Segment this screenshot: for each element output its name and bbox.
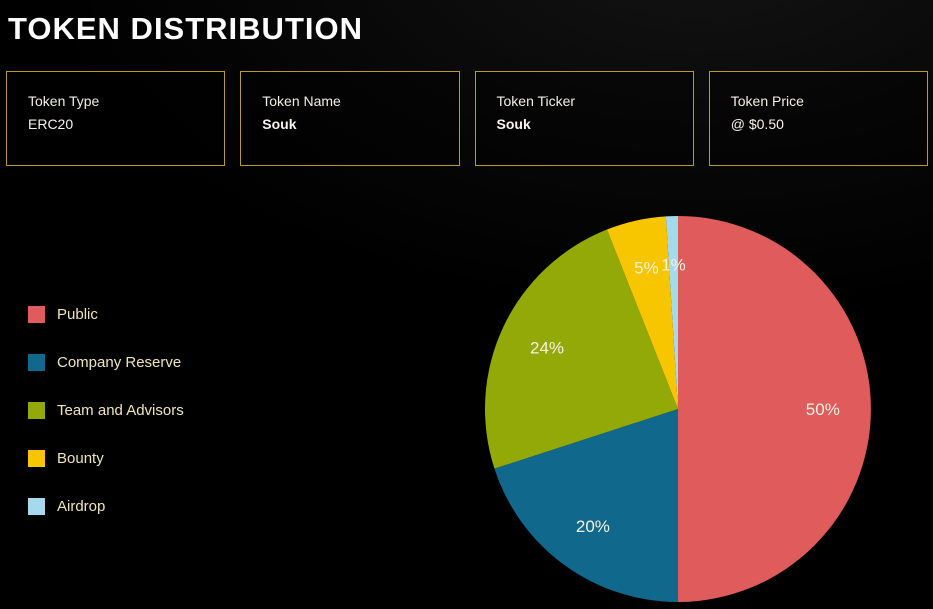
token-price-label: Token Price: [730, 93, 804, 109]
legend-item-bounty: Bounty: [28, 434, 184, 482]
legend-item-public: Public: [28, 290, 184, 338]
page-title: TOKEN DISTRIBUTION: [8, 11, 363, 46]
legend-label-public: Public: [57, 305, 98, 323]
legend-swatch-company-reserve: [28, 353, 45, 371]
legend-item-airdrop: Airdrop: [28, 482, 184, 530]
pie-slice-team-and-advisors: [485, 229, 678, 469]
token-name-value: Souk: [262, 116, 297, 132]
token-price-value: @ $0.50: [730, 116, 784, 132]
legend-item-team-and-advisors: Team and Advisors: [28, 386, 184, 434]
token-info-cards: Token Type ERC20 Token Name Souk Token T…: [6, 71, 928, 166]
pie-slice-bounty: [606, 216, 678, 409]
legend-swatch-team-and-advisors: [28, 401, 45, 419]
pie-slice-company-reserve: [494, 409, 678, 602]
token-name-card: Token Name Souk: [240, 71, 460, 166]
legend-swatch-bounty: [28, 449, 45, 467]
pie-label-team-and-advisors: 24%: [530, 338, 564, 357]
token-ticker-value: Souk: [496, 116, 531, 132]
token-ticker-card: Token Ticker Souk: [474, 71, 694, 166]
pie-label-company-reserve: 20%: [576, 517, 610, 536]
pie-label-public: 50%: [806, 400, 840, 419]
pie-label-airdrop: 1%: [661, 255, 686, 274]
token-name-label: Token Name: [262, 93, 341, 109]
pie-chart-svg: 50% 20% 24% 5% 1%: [485, 216, 871, 602]
pie-slice-public: [678, 216, 871, 602]
legend-item-company-reserve: Company Reserve: [28, 338, 184, 386]
token-price-card: Token Price @ $0.50: [708, 71, 928, 166]
token-distribution-pie-chart: 50% 20% 24% 5% 1%: [483, 214, 873, 604]
pie-legend: Public Company Reserve Team and Advisors…: [28, 290, 184, 530]
token-type-value: ERC20: [28, 116, 74, 132]
legend-label-team-and-advisors: Team and Advisors: [57, 401, 184, 419]
legend-swatch-airdrop: [28, 497, 45, 515]
pie-label-bounty: 5%: [634, 259, 659, 278]
token-ticker-label: Token Ticker: [496, 93, 576, 109]
legend-swatch-public: [28, 305, 45, 323]
token-type-label: Token Type: [28, 93, 100, 109]
legend-label-company-reserve: Company Reserve: [57, 353, 182, 371]
pie-slice-airdrop: [665, 216, 678, 409]
token-type-card: Token Type ERC20: [6, 71, 226, 166]
legend-label-airdrop: Airdrop: [57, 497, 106, 515]
legend-label-bounty: Bounty: [57, 449, 104, 467]
